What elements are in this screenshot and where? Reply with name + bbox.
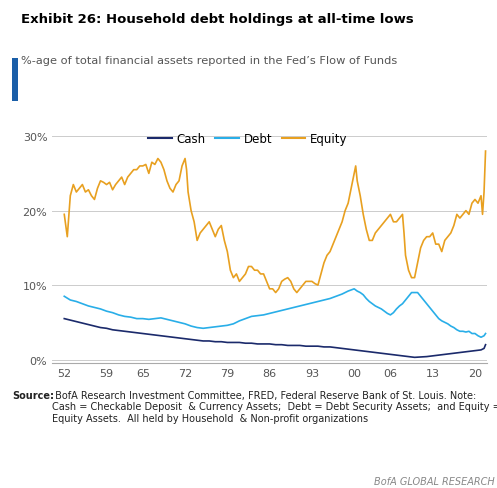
Text: BofA Research Investment Committee, FRED, Federal Reserve Bank of St. Louis. Not: BofA Research Investment Committee, FRED… — [53, 390, 497, 423]
Text: Source:: Source: — [12, 390, 55, 400]
Text: Exhibit 26: Household debt holdings at all-time lows: Exhibit 26: Household debt holdings at a… — [21, 13, 414, 26]
Text: BofA GLOBAL RESEARCH: BofA GLOBAL RESEARCH — [374, 476, 495, 486]
Legend: Cash, Debt, Equity: Cash, Debt, Equity — [144, 128, 352, 150]
Text: %-age of total financial assets reported in the Fed’s Flow of Funds: %-age of total financial assets reported… — [21, 56, 397, 65]
